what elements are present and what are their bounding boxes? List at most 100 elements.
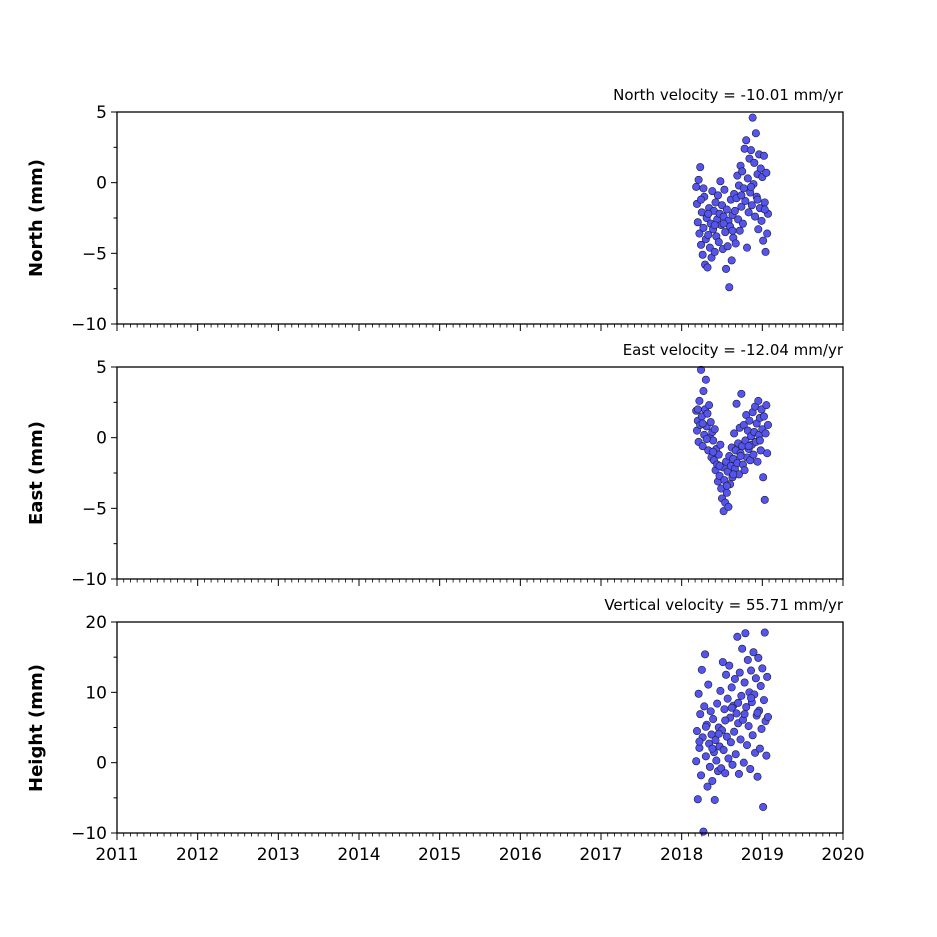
data-point <box>721 716 730 725</box>
data-point <box>747 666 756 675</box>
data-point <box>763 449 772 458</box>
data-point <box>696 710 705 719</box>
y-tick-label: −10 <box>71 824 107 844</box>
data-point <box>747 146 756 155</box>
data-point <box>738 219 747 228</box>
data-point <box>763 229 772 238</box>
north-velocity-annotation: North velocity = -10.01 mm/yr <box>613 86 844 104</box>
data-point <box>722 670 731 679</box>
data-point <box>761 247 770 256</box>
data-point <box>751 674 760 683</box>
data-point <box>722 732 731 741</box>
data-point <box>747 182 756 191</box>
data-point <box>754 653 763 662</box>
data-point <box>748 113 757 122</box>
data-point <box>708 744 717 753</box>
data-point <box>709 436 718 445</box>
data-point <box>697 665 706 674</box>
data-point <box>763 712 772 721</box>
data-point <box>755 436 764 445</box>
data-point <box>741 629 750 638</box>
data-point <box>706 418 715 427</box>
data-point <box>718 658 727 667</box>
data-point <box>738 644 747 653</box>
data-point <box>731 750 740 759</box>
data-point <box>735 226 744 235</box>
data-point <box>728 760 737 769</box>
data-point <box>694 175 703 184</box>
data-point <box>722 264 731 273</box>
y-tick-label: 0 <box>96 174 107 194</box>
data-point <box>701 375 710 384</box>
y-tick-label: 0 <box>96 754 107 774</box>
data-point <box>739 758 748 767</box>
data-point <box>753 457 762 466</box>
north-y-axis-label: North (mm) <box>26 159 47 277</box>
data-point <box>697 240 706 249</box>
data-point <box>698 250 707 259</box>
data-point <box>698 419 707 428</box>
data-point <box>751 129 760 138</box>
data-point <box>730 206 739 215</box>
east-axes: 5 0 −5 −10 <box>71 358 844 590</box>
data-point <box>710 221 719 230</box>
y-tick-label: 5 <box>96 103 107 123</box>
data-point <box>737 202 746 211</box>
data-point <box>727 683 736 692</box>
data-point <box>703 409 712 418</box>
data-point <box>747 693 756 702</box>
x-tick-label: 2012 <box>176 845 219 865</box>
data-point <box>714 238 723 247</box>
data-point <box>713 699 722 708</box>
y-tick-label: 5 <box>96 358 107 378</box>
data-point <box>695 396 704 405</box>
east-y-axis-label: East (mm) <box>26 421 47 525</box>
data-point <box>719 746 728 755</box>
data-point <box>697 771 706 780</box>
x-tick-label: 2016 <box>499 845 542 865</box>
data-point <box>709 715 718 724</box>
data-point <box>754 396 763 405</box>
data-point <box>737 389 746 398</box>
data-point <box>697 365 706 374</box>
data-point <box>739 420 748 429</box>
data-point <box>742 136 751 145</box>
data-point <box>747 201 756 210</box>
data-point <box>708 187 717 196</box>
data-point <box>743 243 752 252</box>
data-point <box>692 757 701 766</box>
data-point <box>696 163 705 172</box>
data-point <box>722 488 731 497</box>
data-point <box>760 495 769 504</box>
data-point <box>723 242 732 251</box>
data-point <box>753 195 762 204</box>
data-point <box>725 283 734 292</box>
data-point <box>693 218 702 227</box>
data-point <box>701 650 710 659</box>
panel-height: Vertical velocity = 55.71 mm/yr Height (… <box>26 596 865 865</box>
data-point <box>744 208 753 217</box>
data-point <box>734 698 743 707</box>
data-point <box>741 197 750 206</box>
data-point <box>736 735 745 744</box>
data-point <box>712 756 721 765</box>
data-point <box>719 219 728 228</box>
data-point <box>759 236 768 245</box>
data-point <box>759 473 768 482</box>
data-point <box>740 144 749 153</box>
data-point <box>759 412 768 421</box>
data-point <box>711 736 720 745</box>
data-point <box>757 724 766 733</box>
data-point <box>746 764 755 773</box>
panel-east: East velocity = -12.04 mm/yr East (mm) 5… <box>26 341 844 590</box>
data-point <box>763 420 772 429</box>
data-point <box>726 738 735 747</box>
data-point <box>763 672 772 681</box>
data-point <box>754 225 763 234</box>
scatter-points <box>692 365 772 516</box>
data-point <box>704 230 713 239</box>
data-point <box>725 661 734 670</box>
data-point <box>699 387 708 396</box>
